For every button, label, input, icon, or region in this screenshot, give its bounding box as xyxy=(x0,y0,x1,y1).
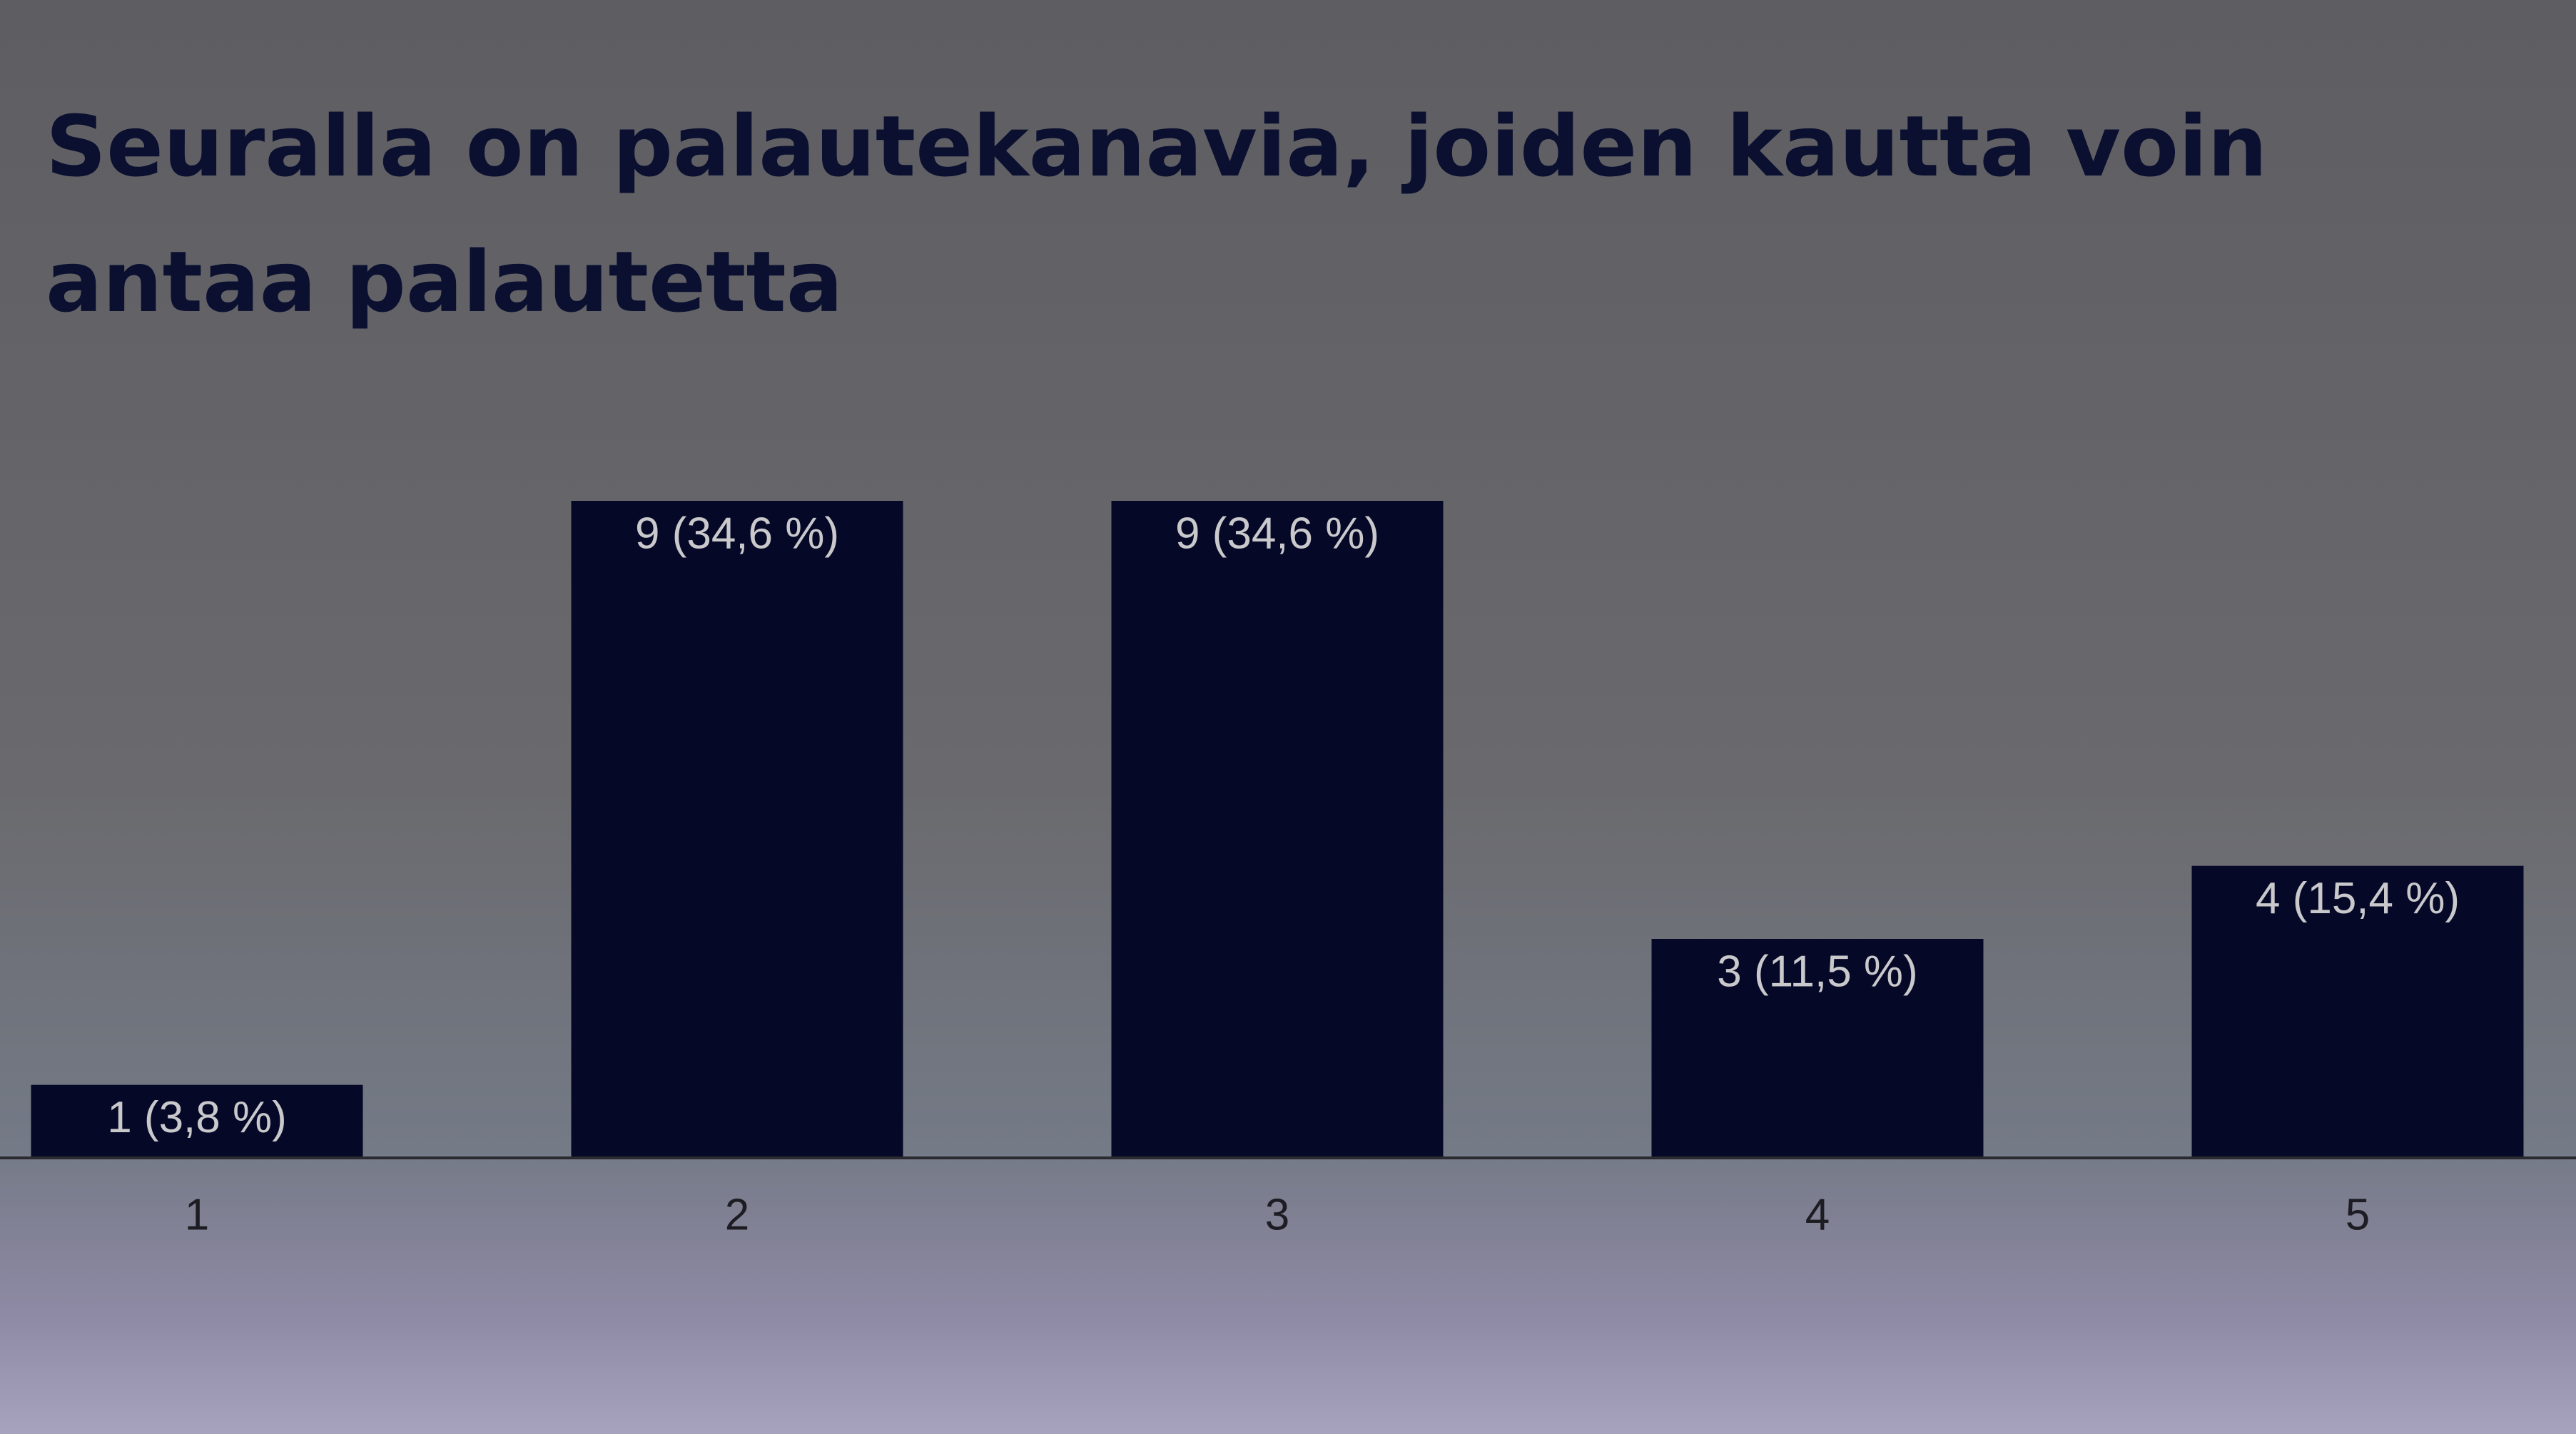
x-tick-label: 4 xyxy=(1805,1190,1830,1239)
data-label: 1 (3,8 %) xyxy=(107,1093,287,1142)
bar xyxy=(1651,939,1984,1158)
data-label: 9 (34,6 %) xyxy=(635,509,839,558)
bar xyxy=(1111,501,1444,1158)
x-tick-label: 3 xyxy=(1265,1190,1289,1239)
data-label: 9 (34,6 %) xyxy=(1175,509,1379,558)
data-label: 3 (11,5 %) xyxy=(1717,947,1917,996)
chart-title: Seuralla on palautekanavia, joiden kautt… xyxy=(46,97,2268,331)
x-tick-label: 5 xyxy=(2346,1190,2370,1239)
bar xyxy=(2191,865,2524,1158)
x-tick-label: 2 xyxy=(725,1190,749,1239)
bar xyxy=(571,501,903,1158)
x-tick-label: 1 xyxy=(185,1190,209,1239)
bar xyxy=(31,1084,363,1158)
data-label: 4 (15,4 %) xyxy=(2256,874,2460,923)
